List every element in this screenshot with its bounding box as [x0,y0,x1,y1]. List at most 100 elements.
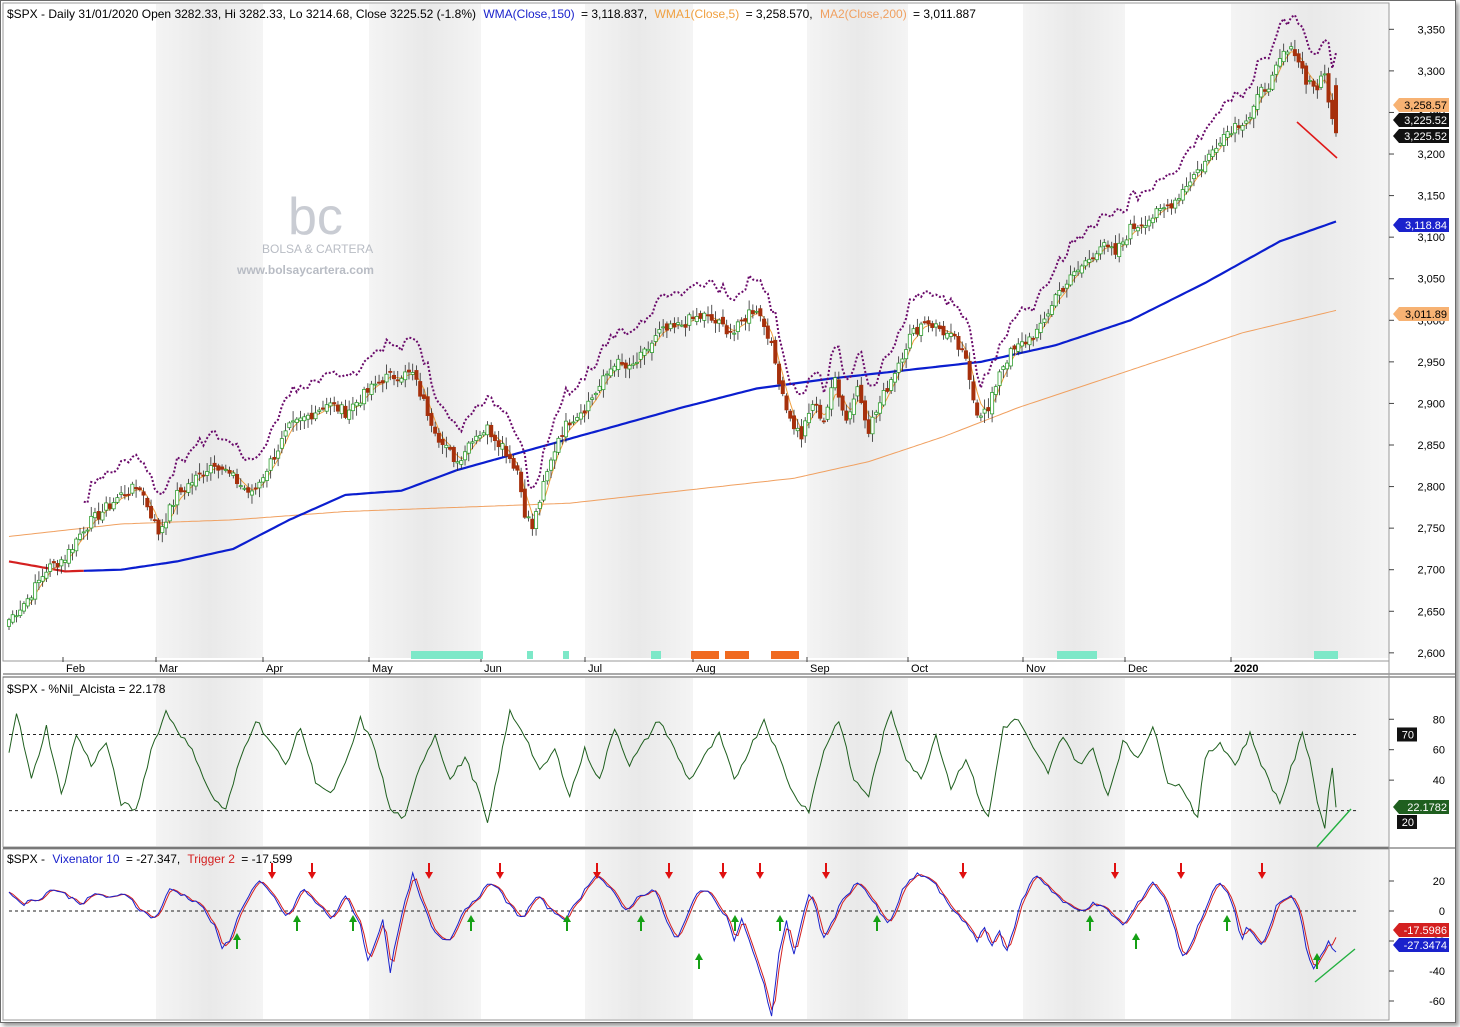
candle-down [683,324,688,328]
candle-down [507,454,512,459]
candle-down [1296,53,1301,63]
wma5-value-tag-bg [1393,98,1449,112]
pct-axis-label: 80 [1433,714,1445,726]
upper-envelope-dotted-line [83,13,1337,504]
watermark-url: www.bolsaycartera.com [236,263,374,277]
month-shade-band [807,850,908,1019]
candle-down [1330,99,1335,120]
candle-up [231,472,236,476]
candle-up [541,481,546,501]
candle-up [851,398,856,415]
candle-up [63,559,68,563]
candle-up [40,576,45,582]
candle-up [294,418,299,423]
candle-up [1289,46,1294,50]
candle-up [306,414,311,420]
pct-header: $SPX - %Nil_Alcista = 22.178 [7,682,166,696]
candle-up [1162,207,1167,210]
candle-up [1049,305,1054,315]
buy-arrow-head [1086,915,1094,922]
wma150-value: = 3,118.837, [581,7,647,21]
candle-up [1053,294,1058,307]
candle-up [1248,116,1253,120]
candle-up [732,332,737,335]
candle-up [238,485,243,488]
candle-down [309,412,314,420]
candle-up [877,402,882,414]
watermark-name: BOLSA & CARTERA [262,242,373,256]
candle-up [907,333,912,349]
candle-up [193,474,198,487]
bull-signal-band [563,651,569,659]
bull-signal-band [527,651,533,659]
candle-up [48,563,53,572]
candle-up [249,490,254,496]
candle-down [664,323,669,331]
candle-up [934,323,939,328]
candle-up [1188,181,1193,187]
candle-up [7,619,12,627]
candle-up [1042,318,1047,323]
candle-down [253,487,258,490]
candle-up [10,614,15,623]
candle-up [1128,223,1133,240]
candle-up [403,371,408,381]
candle-up [549,459,554,471]
candle-down [332,402,337,405]
candle-down [418,381,423,397]
price-axis-label: 2,750 [1417,523,1445,535]
price-axis-label: 3,200 [1417,149,1445,161]
candle-up [104,502,109,511]
candle-down [1023,341,1028,345]
candle-up [649,342,654,353]
candle-down [448,447,453,450]
candle-down [134,487,139,490]
candle-up [904,349,909,360]
candle-down [963,350,968,359]
candle-up [1034,328,1039,339]
candle-down [451,446,456,462]
candle-down [429,413,434,426]
candle-up [186,483,191,493]
sell-arrow-head [822,872,830,879]
candle-up [948,333,953,337]
candle-down [777,363,782,385]
candle-down [728,330,733,333]
candle-up [1147,219,1152,227]
candle-down [216,465,221,471]
candle-down [922,321,927,324]
candle-down [392,374,397,380]
bull-signal-band [651,651,661,659]
wma150-value-tag: 3,118.84 [1405,220,1447,232]
candle-up [997,371,1002,386]
candle-up [597,385,602,391]
candle-up [78,533,83,540]
candle-up [1079,265,1084,274]
candle-up [1064,283,1069,289]
candle-up [919,323,924,336]
wma150-label: WMA(Close,150) [483,7,574,21]
candle-up [111,502,116,510]
price-axis-label: 2,600 [1417,648,1445,660]
vix-value: = -27.347, [126,852,180,866]
ma200-label: MA2(Close,200) [820,7,907,21]
candle-up [605,373,610,376]
candle-up [747,309,752,324]
buy-arrow-head [637,915,645,922]
candle-up [1068,274,1073,286]
candle-up [657,329,662,334]
candle-down [122,494,127,497]
candle-up [25,598,30,607]
candle-down [511,458,516,469]
candle-up [896,362,901,373]
price-axis-label: 3,350 [1417,24,1445,36]
candle-down [504,446,509,457]
candle-up [279,438,284,449]
month-label: Aug [696,663,716,675]
month-shade-band [156,678,263,846]
candle-up [1319,75,1324,88]
candle-up [474,435,479,441]
candle-up [399,377,404,383]
candle-down [769,340,774,344]
candle-up [825,406,830,420]
